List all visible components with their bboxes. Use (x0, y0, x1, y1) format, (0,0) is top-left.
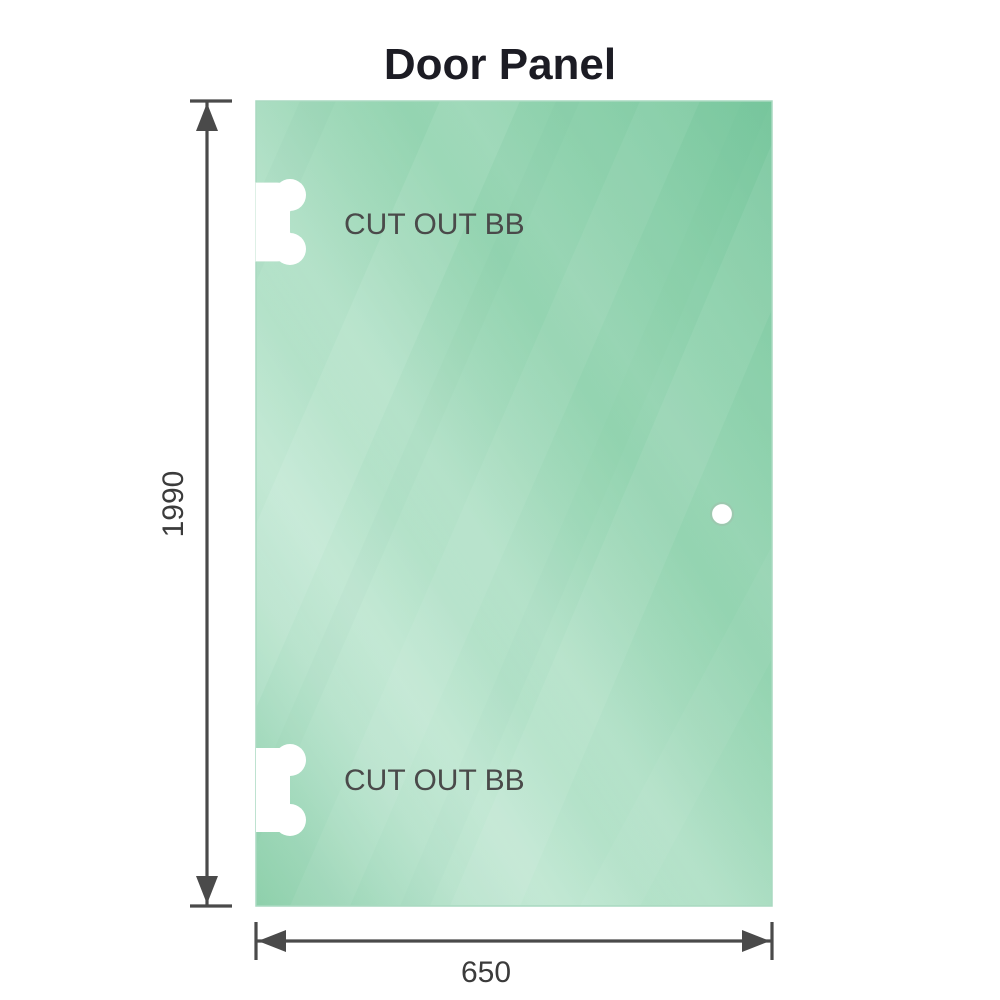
width-arrow-right-icon (742, 930, 770, 952)
cut-out-bottom (256, 744, 306, 836)
panel-glass-streaks (256, 101, 772, 906)
glass-reflection-bands (256, 101, 772, 906)
panel-outline (255, 100, 773, 907)
cut-out-top-label: CUT OUT BB (344, 208, 525, 241)
cut-out-top (255, 179, 306, 265)
handle-hole (709, 501, 735, 527)
width-dimension-label: 650 (461, 956, 511, 989)
height-arrow-top-icon (196, 103, 218, 131)
width-arrow-left-icon (258, 930, 286, 952)
glass-shadow-streaks (256, 101, 772, 906)
dimension-width: 650 (254, 922, 774, 989)
cut-out-bottom-web (256, 760, 290, 820)
page-title: Door Panel (384, 40, 616, 89)
height-arrow-bottom-icon (196, 876, 218, 904)
door-panel (255, 100, 773, 907)
cut-out-bottom-label: CUT OUT BB (344, 764, 525, 797)
cut-out-top-web (256, 195, 290, 249)
height-dimension-label: 1990 (157, 471, 190, 538)
dimension-height: 1990 (157, 99, 232, 908)
